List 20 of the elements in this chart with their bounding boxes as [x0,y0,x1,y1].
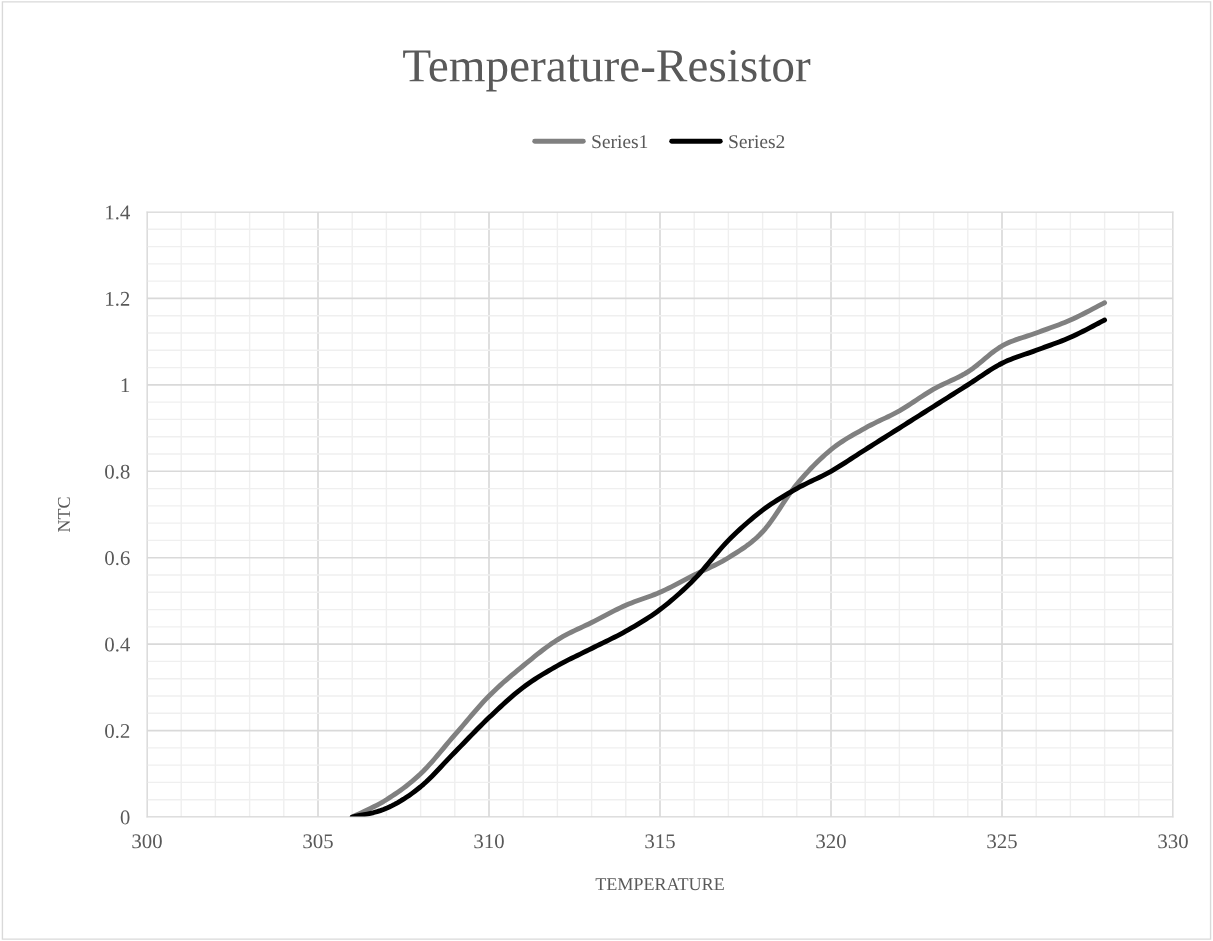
x-tick-label: 325 [987,834,1017,849]
x-tick-label: 305 [303,834,333,849]
x-tick-label: 320 [816,834,846,849]
x-tick-label: 300 [132,834,162,849]
x-axis-title: TEMPERATURE [595,878,724,891]
y-tick-label: 1 [121,378,130,393]
y-tick-label: 0.2 [105,723,130,739]
legend-label: Series2 [729,135,785,149]
x-tick-label: 310 [474,834,504,849]
y-tick-label: 0 [120,810,130,825]
legend-label: Series1 [592,135,648,149]
y-axis-title: NTC [57,497,71,533]
y-tick-label: 0.6 [105,551,130,566]
y-tick-label: 1.4 [106,205,131,220]
x-tick-label: 330 [1158,834,1188,849]
y-tick-label: 0.4 [105,637,131,652]
y-tick-label: 0.8 [105,464,130,479]
y-tick-label: 1.2 [106,291,130,306]
chart-title: Temperature-Resistor [403,50,811,92]
x-tick-label: 315 [645,834,675,849]
